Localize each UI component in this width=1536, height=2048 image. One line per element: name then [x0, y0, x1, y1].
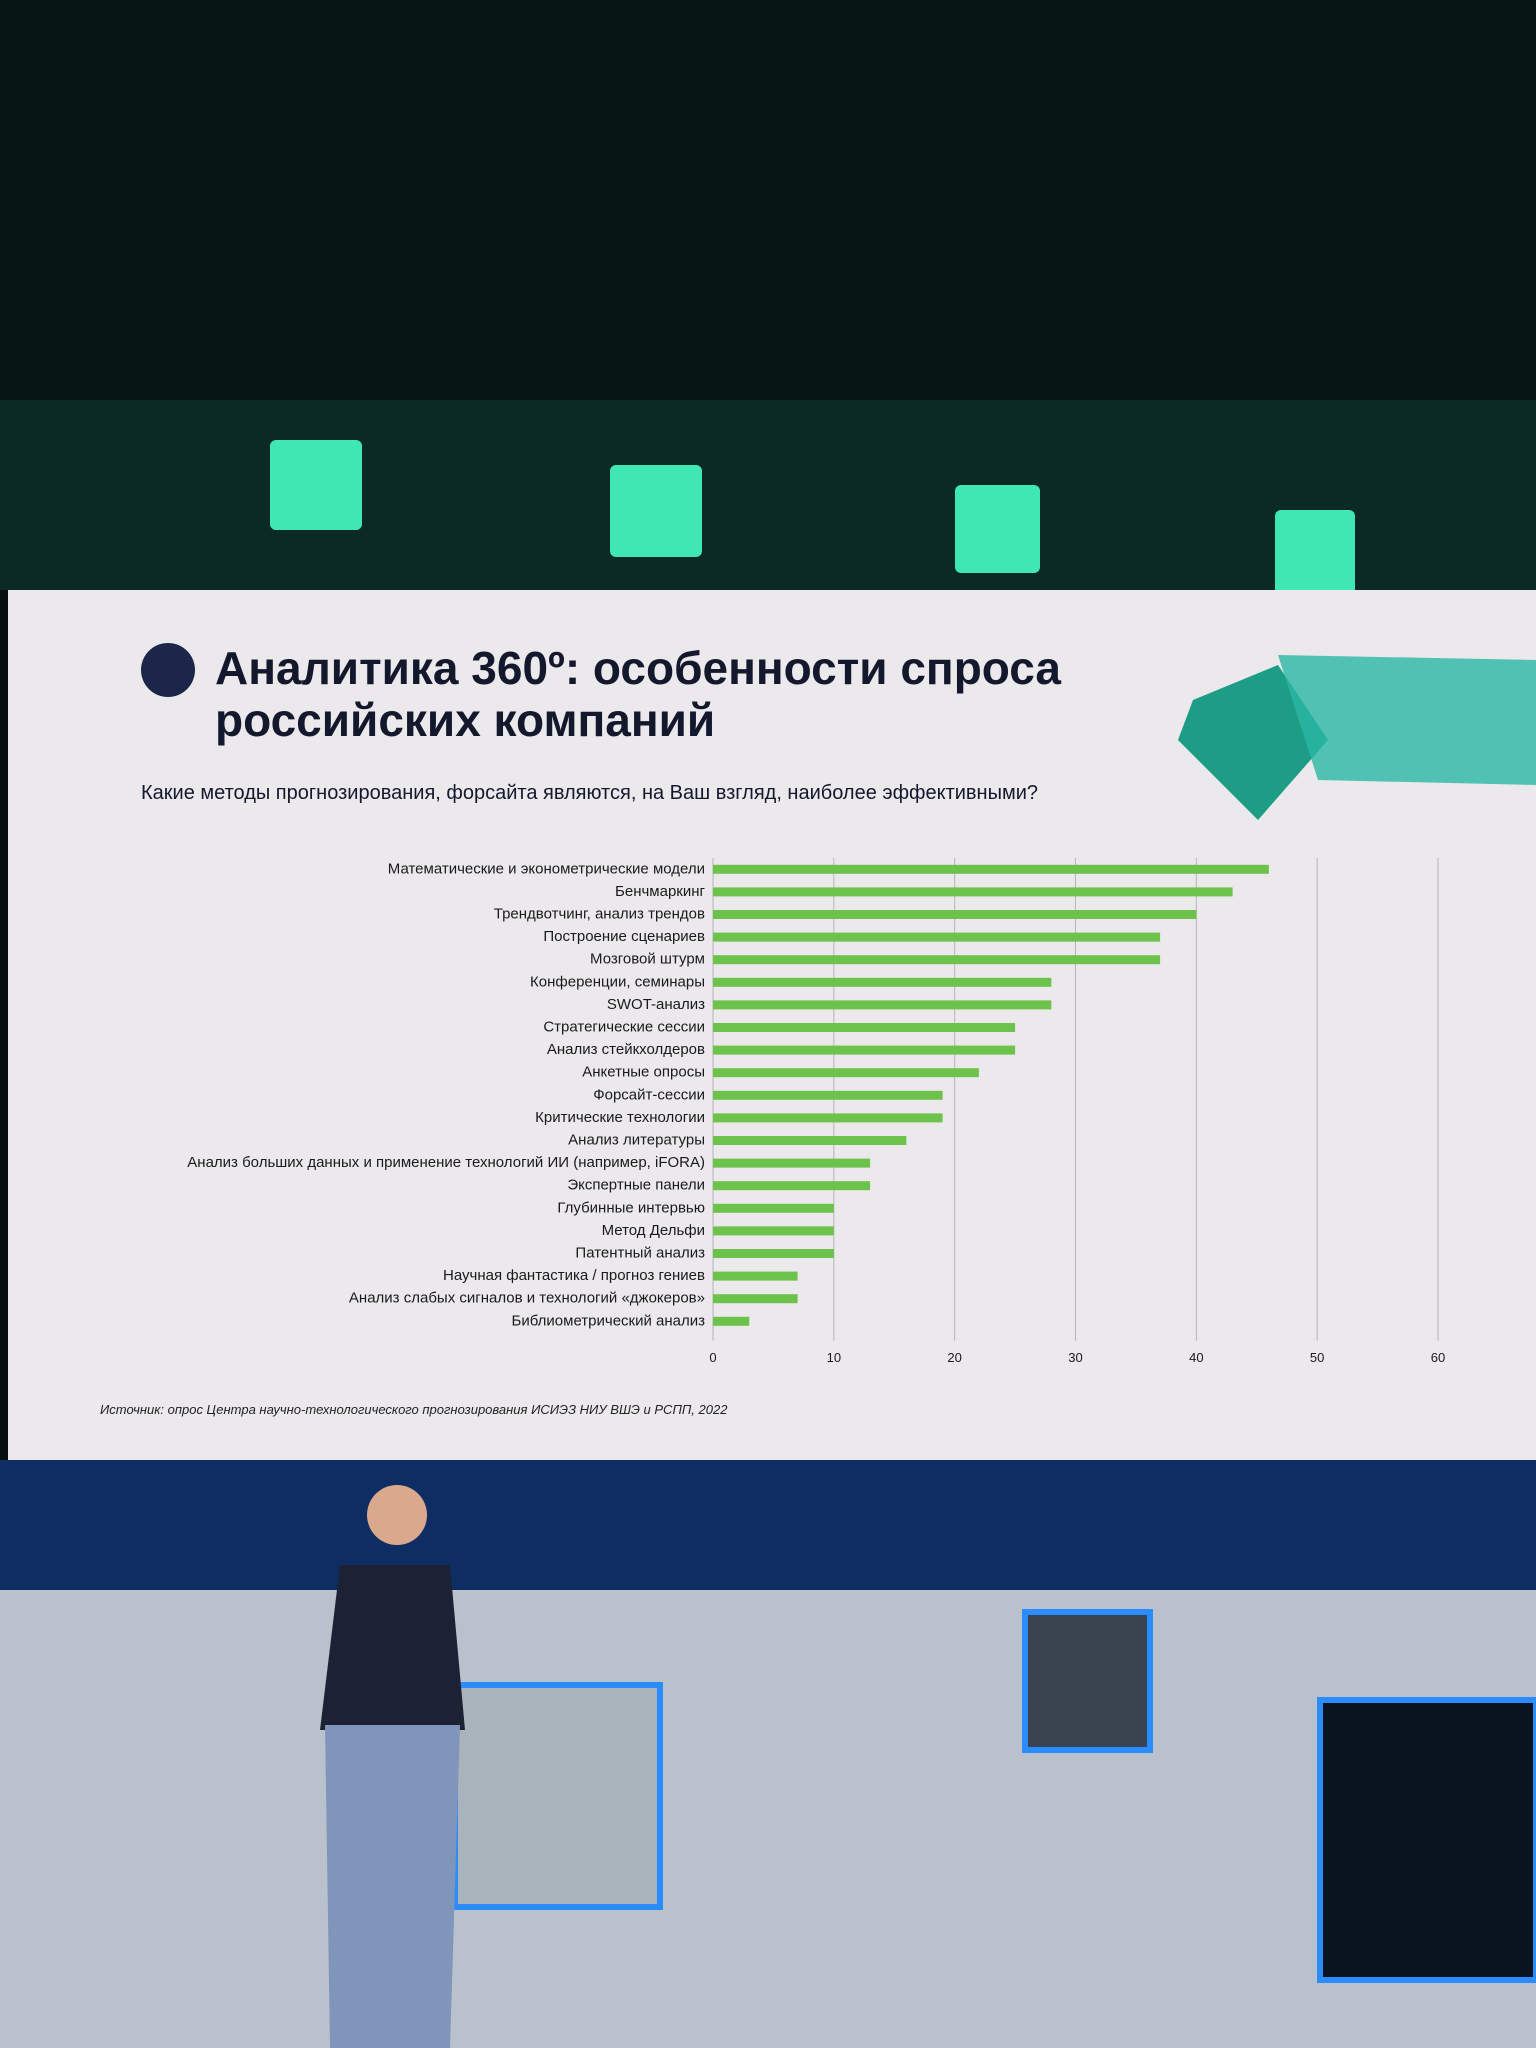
led-strip	[0, 1460, 1536, 1590]
jacket	[320, 1565, 465, 1730]
screen-square	[1317, 1697, 1536, 1983]
bar	[713, 1271, 798, 1281]
y-tick-label: Библиометрический анализ	[512, 1312, 706, 1329]
bar	[713, 1090, 943, 1100]
light	[1275, 510, 1355, 596]
y-tick-label: Критические технологии	[535, 1109, 705, 1126]
y-tick-label: Анализ литературы	[568, 1131, 705, 1148]
screen-square	[1022, 1609, 1153, 1753]
trousers	[325, 1725, 460, 2048]
x-tick-label: 50	[1310, 1350, 1324, 1365]
y-tick-label: Научная фантастика / прогноз гениев	[443, 1267, 705, 1284]
bar	[713, 1158, 871, 1168]
bar	[713, 1136, 907, 1145]
head	[367, 1485, 427, 1545]
bar	[713, 1000, 1052, 1010]
x-tick-label: 60	[1431, 1350, 1445, 1365]
source: Источник: опрос Центра научно-технологич…	[100, 1402, 728, 1417]
bar	[713, 1068, 979, 1078]
bar	[713, 1181, 871, 1191]
speaker	[320, 1485, 465, 2048]
bar	[713, 955, 1161, 965]
bar	[713, 910, 1197, 919]
y-tick-label: Конференции, семинары	[530, 973, 705, 990]
stage-wall	[0, 1590, 1536, 2048]
y-tick-label: Анкетные опросы	[582, 1064, 705, 1081]
bar	[713, 1023, 1016, 1032]
light	[955, 485, 1040, 573]
y-tick-label: Трендвотчинг, анализ трендов	[494, 905, 705, 922]
bar	[713, 864, 1269, 874]
y-tick-label: Мозговой штурм	[590, 951, 705, 968]
y-tick-label: Математические и эконометрические модели	[388, 860, 705, 877]
y-tick-label: Форсайт-сессии	[593, 1086, 705, 1103]
light	[610, 465, 702, 557]
y-tick-label: SWOT-анализ	[607, 996, 705, 1013]
x-tick-label: 0	[709, 1350, 716, 1365]
slide: Аналитика 360º: особенности спроса росси…	[8, 590, 1536, 1460]
cube-decor	[1178, 665, 1328, 820]
y-tick-label: Анализ слабых сигналов и технологий «джо…	[349, 1290, 705, 1307]
y-tick-label: Стратегические сессии	[543, 1018, 705, 1035]
x-tick-label: 40	[1189, 1350, 1203, 1365]
y-tick-label: Бенчмаркинг	[615, 883, 706, 900]
y-tick-label: Построение сценариев	[543, 928, 705, 945]
x-tick-label: 10	[827, 1350, 841, 1365]
bar	[713, 932, 1161, 942]
subtitle: Какие методы прогнозирования, форсайта я…	[141, 782, 1039, 804]
bar	[713, 1226, 834, 1236]
y-tick-label: Анализ больших данных и применение техно…	[187, 1154, 705, 1171]
chart: 0 10 20 30 40 50 60 Математические и эконометри…	[187, 858, 1445, 1365]
banner-decor	[1278, 655, 1536, 785]
x-tick-label: 30	[1068, 1350, 1082, 1365]
title: Аналитика 360º: особенности спроса росси…	[215, 642, 1062, 746]
y-tick-label: Анализ стейкхолдеров	[547, 1041, 705, 1058]
logo	[141, 643, 195, 697]
slide-decor	[141, 643, 1536, 820]
bar	[713, 1316, 750, 1326]
y-tick-label: Глубинные интервью	[557, 1199, 705, 1216]
bar	[713, 1203, 834, 1213]
bar	[713, 1045, 1016, 1055]
light	[270, 440, 362, 530]
y-tick-label: Патентный анализ	[575, 1244, 705, 1261]
y-tick-label: Метод Дельфи	[602, 1222, 705, 1239]
bar	[713, 977, 1052, 987]
bar	[713, 1294, 798, 1304]
bar	[713, 887, 1233, 897]
y-tick-label: Экспертные панели	[567, 1177, 705, 1194]
x-tick-label: 20	[947, 1350, 961, 1365]
bar	[713, 1113, 943, 1123]
bar	[713, 1249, 834, 1258]
screen-square	[452, 1682, 663, 1910]
lights	[270, 440, 1355, 596]
